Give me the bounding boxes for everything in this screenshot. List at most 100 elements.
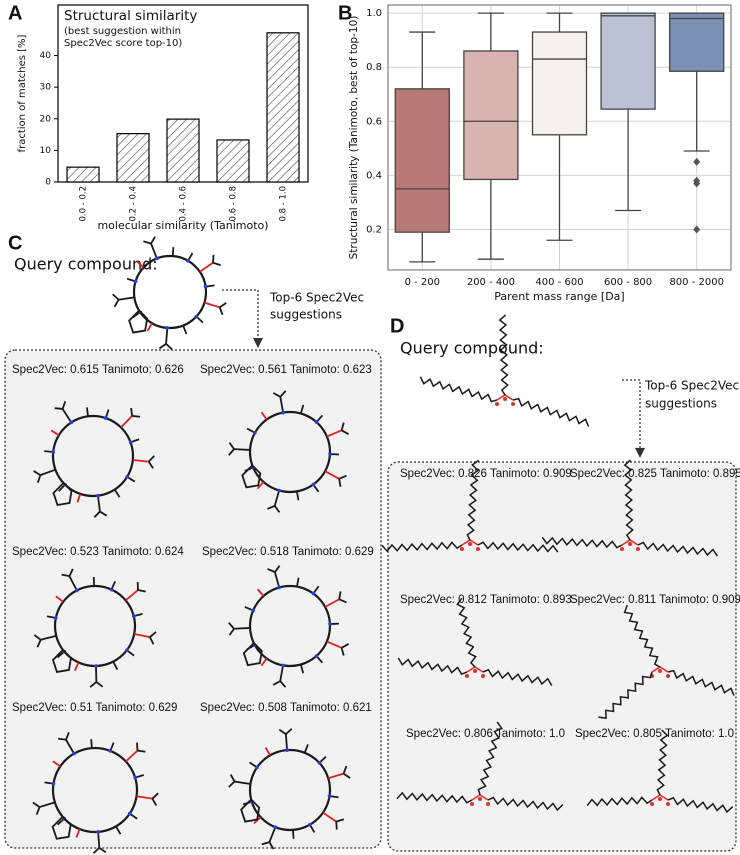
bond xyxy=(99,510,108,517)
bond xyxy=(158,343,167,350)
bond xyxy=(204,301,220,309)
bond xyxy=(260,411,268,421)
arrow-head xyxy=(253,338,263,348)
panel-letter: D xyxy=(390,315,404,337)
bond xyxy=(342,765,348,774)
bond xyxy=(147,461,154,469)
bond xyxy=(134,633,151,639)
side-ring xyxy=(51,648,72,673)
atom xyxy=(503,397,507,401)
ring xyxy=(248,748,332,832)
suggestion-score: Spec2Vec: 0.811 Tanimoto: 0.909 xyxy=(570,594,740,606)
bond xyxy=(61,573,70,578)
query-label: Query compound: xyxy=(400,339,544,358)
atom xyxy=(103,416,108,420)
panel-letter: A xyxy=(8,2,22,24)
bond xyxy=(137,749,146,753)
molecule xyxy=(228,728,351,850)
box xyxy=(394,88,450,233)
ring xyxy=(51,746,139,834)
atom xyxy=(72,751,76,756)
bond xyxy=(274,505,281,513)
bond xyxy=(130,407,134,417)
atom xyxy=(308,822,312,827)
bar xyxy=(116,133,150,183)
atom xyxy=(125,475,129,479)
x-axis-label: Parent mass range [Da] xyxy=(494,290,624,303)
bond xyxy=(340,422,345,431)
atom xyxy=(628,542,632,546)
arrow-text: Top-6 Spec2Vec xyxy=(644,379,739,393)
bond xyxy=(61,401,67,410)
atom xyxy=(281,410,285,415)
bond xyxy=(57,737,67,741)
plot-frame xyxy=(387,4,732,271)
bond xyxy=(324,598,340,608)
y-tick-label: 0.2 xyxy=(366,224,382,235)
bond xyxy=(150,236,156,245)
chain xyxy=(637,541,718,557)
bond xyxy=(285,734,288,751)
atom xyxy=(253,431,257,435)
bond xyxy=(326,429,342,438)
bond xyxy=(52,760,61,768)
atom xyxy=(468,542,472,546)
molecule xyxy=(397,597,553,686)
atom xyxy=(133,279,138,284)
side-ring xyxy=(52,481,73,507)
bond xyxy=(303,744,309,754)
suggestion-score: Spec2Vec: 0.508 Tanimoto: 0.621 xyxy=(200,702,372,714)
bond xyxy=(300,404,305,414)
atom xyxy=(51,450,55,454)
bond xyxy=(61,408,73,423)
x-tick-label: 0 - 200 xyxy=(405,277,440,288)
chart-subtitle: Spec2Vec score top-10) xyxy=(64,38,182,49)
chain xyxy=(419,376,498,403)
atom xyxy=(311,591,316,596)
x-tick-label: 600 - 800 xyxy=(604,277,652,288)
bond xyxy=(279,390,287,398)
chart-subtitle: (best suggestion within xyxy=(64,26,181,37)
bond xyxy=(338,474,347,480)
atom xyxy=(127,811,132,816)
atom xyxy=(465,674,469,678)
arrow-text: Top-6 Spec2Vec xyxy=(269,291,364,305)
atom xyxy=(128,440,133,445)
bond xyxy=(228,448,235,456)
bond xyxy=(40,468,56,476)
bond xyxy=(32,801,41,808)
bond xyxy=(322,811,337,823)
atom xyxy=(74,588,79,593)
bond xyxy=(120,415,133,429)
atom xyxy=(125,648,129,652)
bond xyxy=(326,640,342,649)
chain xyxy=(586,796,653,807)
bond xyxy=(296,577,300,587)
atom xyxy=(203,284,208,289)
molecule xyxy=(381,459,559,553)
bond xyxy=(68,568,74,577)
bond xyxy=(36,474,42,484)
bond xyxy=(268,826,277,843)
arrow xyxy=(222,289,259,340)
molecule xyxy=(33,568,157,688)
bond xyxy=(95,681,104,688)
bond xyxy=(143,240,152,245)
chain xyxy=(477,541,559,553)
suggestion-score: Spec2Vec: 0.523 Tanimoto: 0.624 xyxy=(12,546,184,558)
bond xyxy=(86,407,89,417)
atom xyxy=(511,402,515,406)
arrow xyxy=(622,379,641,450)
atom xyxy=(281,663,285,668)
bond xyxy=(340,647,345,656)
bond xyxy=(97,495,101,512)
y-tick-label: 10 xyxy=(40,146,52,156)
side-ring xyxy=(241,464,262,489)
x-tick-label: 0.0 - 0.2 xyxy=(79,186,89,222)
suggestion-score: Spec2Vec: 0.805 Tanimoto: 1.0 xyxy=(575,728,734,740)
molecule xyxy=(598,604,735,719)
bond xyxy=(171,247,175,257)
chain xyxy=(482,668,553,686)
y-axis-label: Structural similarity (Tanimoto, best of… xyxy=(348,16,360,260)
